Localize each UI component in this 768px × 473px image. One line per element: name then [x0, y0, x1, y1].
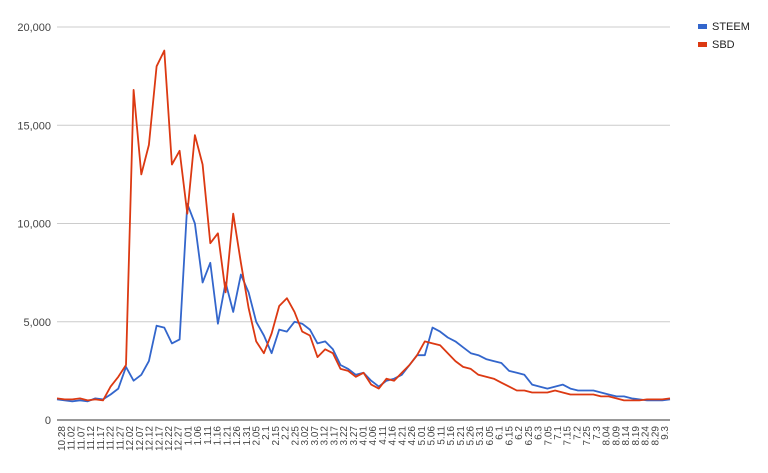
x-tick-label: 1.01: [183, 426, 194, 446]
x-tick-label: 7.3: [592, 426, 603, 440]
x-tick-label: 3.27: [349, 426, 360, 446]
y-tick-label: 10,000: [17, 219, 51, 231]
x-tick-label: 5.11: [436, 426, 447, 445]
x-tick-label: 5.31: [475, 426, 486, 446]
x-tick-label: 5.01: [417, 426, 428, 446]
y-tick-label: 20,000: [17, 22, 51, 34]
x-tick-label: 9.3: [660, 426, 671, 440]
x-tick-label: 12.17: [154, 426, 165, 451]
x-tick-label: 11.07: [76, 426, 87, 451]
legend-label-sbd: SBD: [712, 39, 735, 51]
x-tick-label: 12.02: [125, 426, 136, 451]
x-tick-label: 1.26: [232, 426, 243, 446]
x-tick-label: 7.25: [582, 426, 593, 446]
x-tick-label: 1.16: [213, 426, 224, 446]
x-tick-label: 12.12: [145, 426, 156, 451]
x-tick-label: 8.04: [602, 426, 613, 446]
x-tick-label: 6.3: [534, 426, 545, 440]
x-axis-tick-labels: 10.2811.0211.0711.1211.1711.2211.2712.02…: [57, 426, 671, 451]
y-tick-label: 0: [45, 415, 51, 427]
x-tick-label: 12.07: [135, 426, 146, 451]
x-tick-label: 11.17: [96, 426, 107, 451]
x-tick-label: 1.06: [193, 426, 204, 446]
x-tick-label: 4.01: [359, 426, 370, 446]
x-tick-label: 5.16: [446, 426, 457, 446]
x-tick-label: 7.15: [563, 426, 574, 446]
x-tick-label: 8.19: [631, 426, 642, 446]
x-tick-label: 8.29: [650, 426, 661, 446]
x-tick-label: 2.25: [290, 426, 301, 446]
legend-label-steem: STEEM: [712, 21, 750, 33]
x-tick-label: 3.02: [300, 426, 311, 446]
x-tick-label: 6.05: [485, 426, 496, 446]
x-tick-label: 4.06: [368, 426, 379, 446]
x-tick-label: 6.25: [524, 426, 535, 446]
x-tick-label: 1.11: [203, 426, 214, 445]
x-tick-label: 5.21: [456, 426, 467, 446]
legend-swatch-sbd: [698, 42, 707, 47]
x-tick-label: 3.07: [310, 426, 321, 446]
x-tick-label: 6.1: [495, 426, 506, 440]
legend: STEEM SBD: [698, 21, 750, 51]
x-tick-label: 4.11: [378, 426, 389, 445]
x-tick-label: 8.14: [621, 426, 632, 446]
x-tick-label: 7.05: [543, 426, 554, 446]
x-tick-label: 5.06: [427, 426, 438, 446]
x-tick-label: 4.21: [397, 426, 408, 446]
legend-swatch-steem: [698, 24, 707, 29]
x-tick-label: 3.17: [329, 426, 340, 446]
x-tick-label: 8.09: [611, 426, 622, 446]
x-tick-label: 2.1: [261, 426, 272, 440]
x-tick-label: 12.27: [174, 426, 185, 451]
x-tick-label: 6.15: [504, 426, 515, 446]
x-tick-label: 11.27: [115, 426, 126, 451]
x-tick-label: 5.26: [465, 426, 476, 446]
x-tick-label: 8.24: [641, 426, 652, 446]
x-tick-label: 2.05: [252, 426, 263, 446]
x-tick-label: 4.16: [388, 426, 399, 446]
x-tick-label: 11.12: [86, 426, 97, 451]
x-tick-label: 2.15: [271, 426, 282, 446]
series-line-sbd: [56, 49, 671, 402]
y-axis-tick-labels: 0 5,000 10,000 15,000 20,000: [17, 22, 51, 427]
x-tick-label: 3.12: [320, 426, 331, 446]
x-tick-label: 12.22: [164, 426, 175, 451]
x-tick-label: 7.1: [553, 426, 564, 440]
x-tick-label: 1.31: [242, 426, 253, 446]
x-tick-label: 11.22: [106, 426, 117, 451]
x-tick-label: 6.2: [514, 426, 525, 440]
x-tick-label: 4.26: [407, 426, 418, 446]
gridlines: [57, 26, 670, 323]
series-lines: [56, 49, 671, 403]
x-tick-label: 2.2: [281, 426, 292, 440]
x-tick-label: 11.02: [67, 426, 78, 451]
series-line-steem: [56, 202, 671, 403]
x-tick-label: 1.21: [222, 426, 233, 446]
x-tick-label: 7.2: [572, 426, 583, 440]
y-tick-label: 15,000: [17, 120, 51, 132]
x-tick-label: 10.28: [57, 426, 68, 451]
y-tick-label: 5,000: [23, 317, 51, 329]
x-tick-label: 3.22: [339, 426, 350, 446]
